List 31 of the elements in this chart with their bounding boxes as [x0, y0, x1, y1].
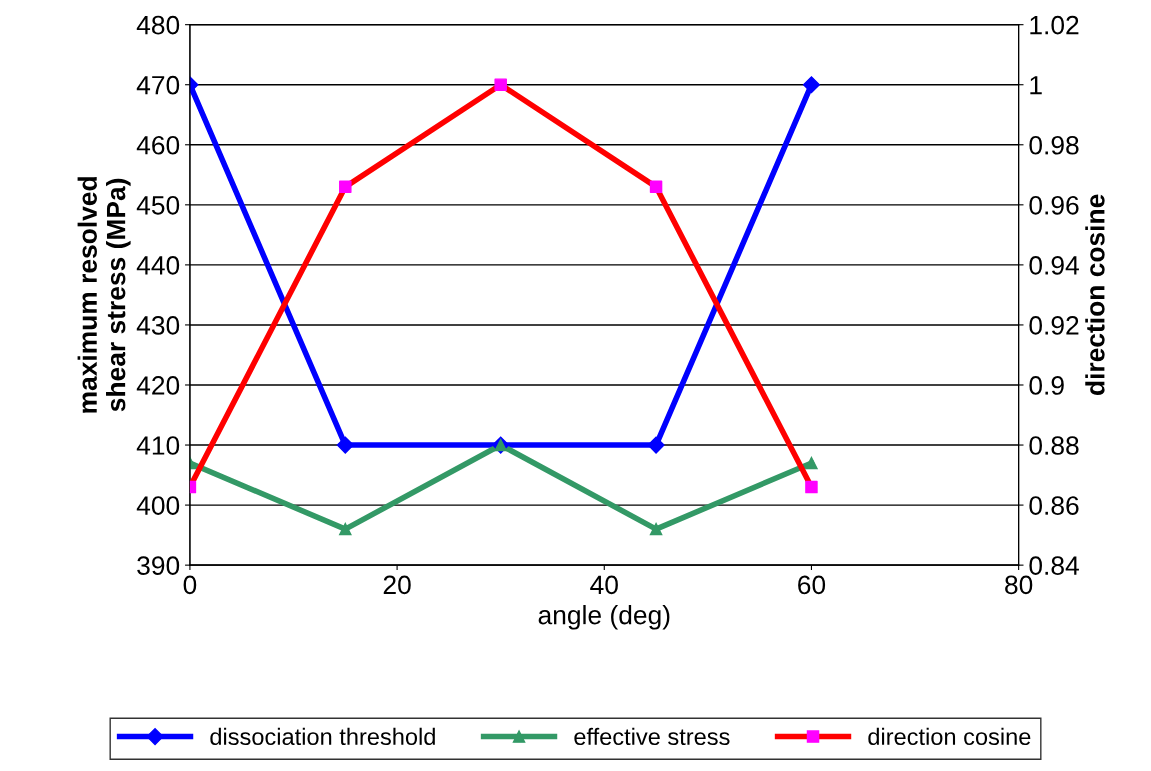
x-tick-label: 60	[798, 575, 826, 595]
legend-label: effective stress	[574, 727, 730, 746]
y2-tick-label: 0.9	[1029, 376, 1064, 395]
x-tick-label: 20	[383, 575, 411, 595]
y-tick-label: 460	[136, 135, 180, 155]
y2-tick-label: 0.98	[1029, 135, 1079, 155]
y2-tick-label: 0.86	[1029, 496, 1079, 515]
y2-tick-label: 0.94	[1029, 256, 1079, 275]
y-tick-label: 450	[136, 195, 180, 215]
y2-tick-label: 1	[1030, 76, 1042, 95]
y-tick-label: 430	[136, 316, 180, 335]
y-tick-label: 480	[136, 15, 180, 35]
y2-tick-label: 0.96	[1029, 195, 1079, 215]
y2-tick-label: 0.84	[1029, 556, 1079, 575]
y2-tick-label: 0.92	[1029, 316, 1079, 335]
x-axis-title: angle (deg)	[538, 605, 670, 630]
y2-tick-label: 1.02	[1030, 15, 1079, 35]
legend-label: direction cosine	[868, 727, 1031, 746]
y-tick-label: 410	[136, 436, 180, 455]
y-tick-label: 470	[136, 75, 180, 95]
x-tick-label: 0	[183, 575, 197, 595]
y2-axis-title: direction cosine	[1085, 194, 1105, 395]
x-tick-label: 80	[1005, 575, 1033, 595]
y-tick-label: 390	[137, 556, 180, 575]
x-tick-label: 40	[590, 575, 618, 595]
y-tick-label: 420	[136, 376, 180, 395]
y2-tick-label: 0.88	[1029, 436, 1079, 455]
y-tick-label: 440	[136, 256, 180, 275]
y-axis-title: maximum resolved shear stress (MPa)	[77, 177, 131, 413]
y-tick-label: 400	[136, 496, 180, 515]
legend-label: dissociation threshold	[210, 727, 435, 746]
